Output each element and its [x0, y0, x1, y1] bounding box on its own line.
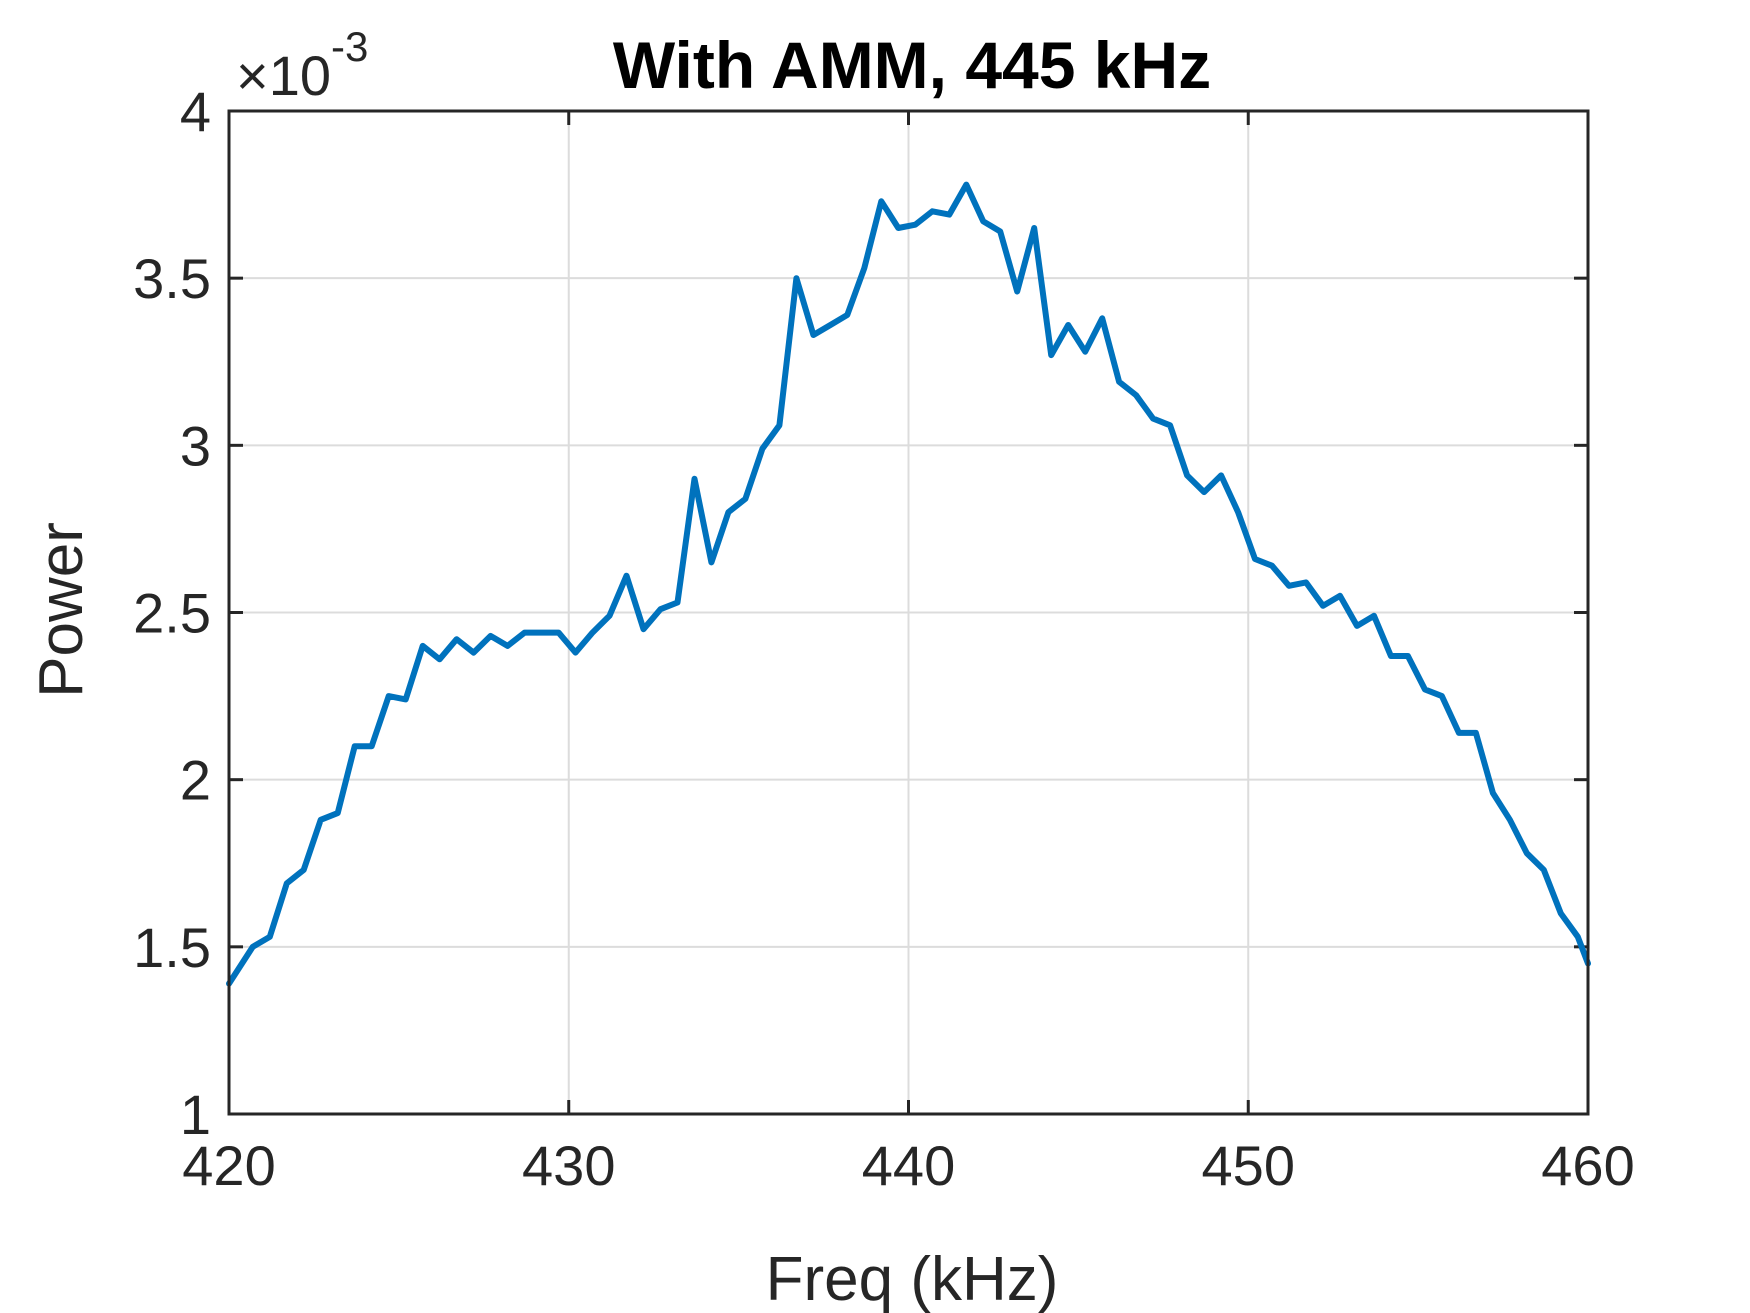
chart-title: With AMM, 445 kHz — [613, 28, 1211, 102]
grid-lines — [228, 110, 1589, 1115]
power-series-line — [226, 181, 1591, 987]
y-axis-multiplier: ×10-3 — [236, 23, 368, 107]
x-tick-label: 430 — [522, 1134, 615, 1197]
y-tick-label: 2.5 — [133, 582, 211, 645]
x-tick-label: 450 — [1202, 1134, 1295, 1197]
x-tick-label: 460 — [1541, 1134, 1634, 1197]
y-tick-label: 2 — [180, 749, 211, 812]
y-tick-label: 1 — [180, 1083, 211, 1146]
y-tick-label: 3 — [180, 414, 211, 477]
y-multiplier-exponent: -3 — [331, 23, 368, 70]
x-tick-label: 440 — [862, 1134, 955, 1197]
y-tick-label: 1.5 — [133, 916, 211, 979]
y-tick-label: 4 — [180, 80, 211, 143]
y-axis-label: Power — [27, 522, 96, 698]
y-tick-label: 3.5 — [133, 247, 211, 310]
axes-frame — [227, 109, 1590, 1116]
x-tick-labels: 420 430 440 450 460 — [182, 1134, 1634, 1197]
x-tick-label: 420 — [182, 1134, 275, 1197]
y-multiplier-base: ×10 — [236, 44, 331, 107]
y-tick-labels: 1 1.5 2 2.5 3 3.5 4 — [133, 80, 211, 1146]
x-axis-label: Freq (kHz) — [766, 1245, 1059, 1313]
